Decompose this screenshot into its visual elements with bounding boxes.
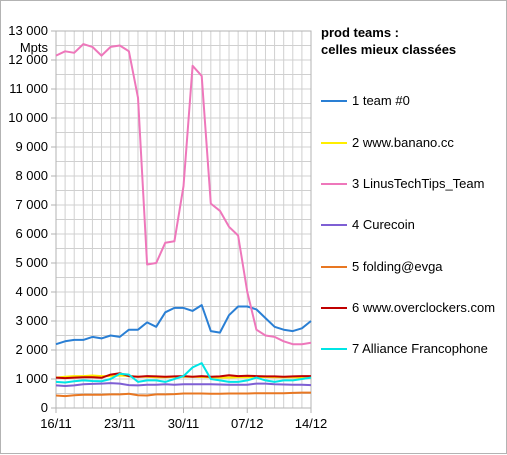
legend-label-4: 4 Curecoin — [352, 217, 415, 232]
x-tick-label: 16/11 — [40, 416, 72, 431]
legend-subtitle: celles mieux classées — [321, 42, 456, 57]
y-tick-label: 12 000 — [8, 52, 48, 67]
y-tick-label: 11 000 — [9, 81, 48, 96]
legend-label-3: 3 LinusTechTips_Team — [352, 176, 484, 191]
x-tick-label: 30/11 — [168, 416, 200, 431]
legend-label-1: 1 team #0 — [352, 93, 410, 108]
y-tick-label: 3 000 — [15, 313, 48, 328]
y-tick-label: 6 000 — [15, 226, 48, 241]
series-line-3 — [55, 43, 312, 346]
y-tick-label: 5 000 — [15, 255, 48, 270]
legend-label-5: 5 folding@evga — [352, 259, 443, 274]
legend-label-2: 2 www.banano.cc — [352, 135, 454, 150]
legend-label-6: 6 www.overclockers.com — [352, 300, 495, 315]
legend-label-7: 7 Alliance Francophone — [352, 341, 488, 356]
y-tick-label: 1 000 — [15, 371, 48, 386]
series-line-4 — [55, 382, 312, 387]
y-tick-label: 13 000 — [8, 23, 48, 38]
x-tick-label: 14/12 — [295, 416, 328, 431]
legend-title: prod teams : — [321, 25, 399, 40]
y-tick-label: 8 000 — [15, 168, 48, 183]
series-line-5 — [55, 391, 311, 398]
y-axis-label: Mpts — [20, 40, 49, 55]
series-line-1 — [55, 304, 312, 346]
y-tick-label: 4 000 — [15, 284, 48, 299]
y-tick-label: 10 000 — [8, 110, 48, 125]
x-tick-label: 07/12 — [231, 416, 264, 431]
y-tick-label: 0 — [41, 400, 48, 415]
y-tick-label: 2 000 — [15, 342, 48, 357]
y-tick-label: 9 000 — [15, 139, 48, 154]
x-tick-label: 23/11 — [104, 416, 136, 431]
series-line-7 — [55, 362, 312, 384]
y-tick-label: 7 000 — [15, 197, 48, 212]
